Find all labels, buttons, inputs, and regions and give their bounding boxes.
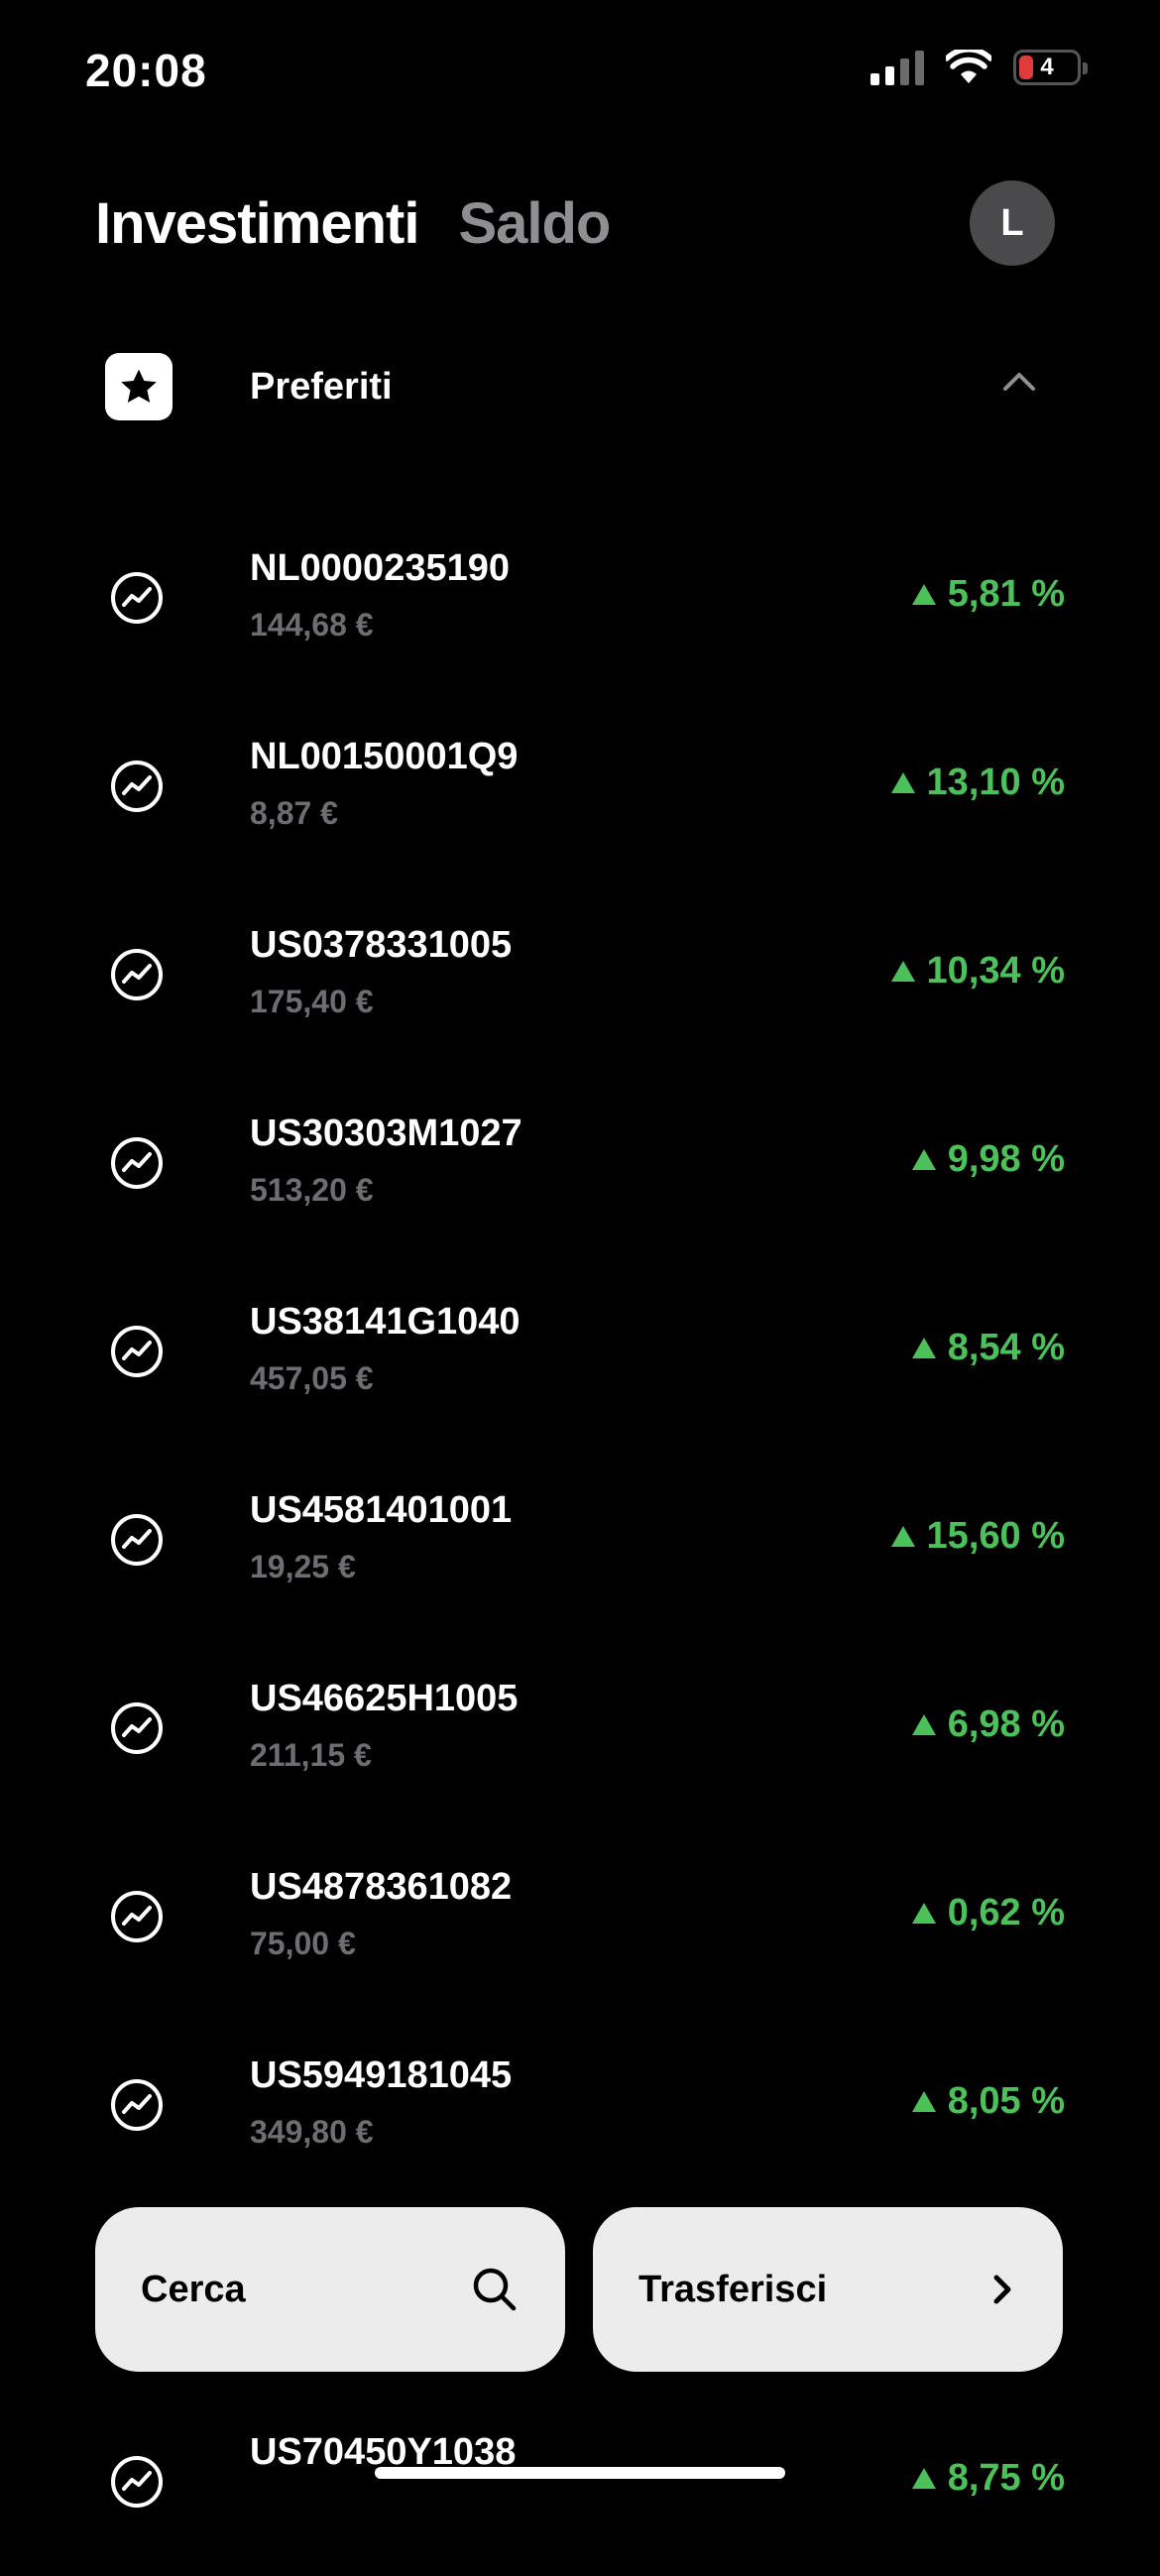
- transfer-button-label: Trasferisci: [638, 2268, 828, 2310]
- trend-circle-icon: [111, 1137, 163, 1189]
- battery-icon: 4: [1013, 50, 1088, 85]
- status-bar: 20:08 4: [0, 0, 1160, 149]
- list-item[interactable]: US4878361082 75,00 € 0,62 %: [0, 1822, 1160, 2011]
- price: 144,68 €: [250, 607, 374, 643]
- favorites-title: Preferiti: [250, 365, 393, 408]
- list-item[interactable]: US46625H1005 211,15 € 6,98 %: [0, 1634, 1160, 1822]
- favorites-section-header[interactable]: Preferiti: [95, 347, 1067, 426]
- price: 457,05 €: [250, 1360, 374, 1396]
- search-button[interactable]: Cerca: [95, 2207, 565, 2372]
- avatar[interactable]: L: [970, 180, 1055, 266]
- change: 8,75 %: [911, 2457, 1065, 2500]
- arrow-up-icon: [911, 2468, 936, 2489]
- change: 8,05 %: [911, 2080, 1065, 2123]
- chevron-right-icon: [993, 2275, 1011, 2304]
- arrow-up-icon: [911, 1903, 936, 1924]
- ticker: NL0000235190: [250, 547, 510, 589]
- list-item[interactable]: US0378331005 175,40 € 10,34 %: [0, 880, 1160, 1069]
- trend-circle-icon: [111, 2456, 163, 2508]
- trend-circle-icon: [111, 1326, 163, 1377]
- star-icon: [105, 353, 173, 420]
- list-item[interactable]: NL0000235190 144,68 € 5,81 %: [0, 504, 1160, 692]
- change: 5,81 %: [911, 573, 1065, 616]
- ticker: US4878361082: [250, 1866, 513, 1908]
- list-item[interactable]: US38141G1040 457,05 € 8,54 %: [0, 1257, 1160, 1446]
- search-button-label: Cerca: [141, 2268, 246, 2310]
- trend-circle-icon: [111, 1702, 163, 1754]
- ticker: NL00150001Q9: [250, 736, 519, 777]
- arrow-up-icon: [890, 1526, 915, 1547]
- arrow-up-icon: [911, 1338, 936, 1358]
- change: 13,10 %: [890, 761, 1065, 804]
- trend-circle-icon: [111, 1514, 163, 1566]
- change: 15,60 %: [890, 1515, 1065, 1558]
- price: 19,25 €: [250, 1549, 356, 1584]
- trend-circle-icon: [111, 761, 163, 812]
- battery-level: 4: [1040, 54, 1054, 80]
- search-icon: [473, 2268, 517, 2311]
- change: 10,34 %: [890, 950, 1065, 993]
- ticker: US46625H1005: [250, 1678, 519, 1719]
- price: 349,80 €: [250, 2114, 374, 2150]
- bottom-actions: Cerca Trasferisci: [95, 2207, 1065, 2372]
- price: 513,20 €: [250, 1172, 374, 1208]
- ticker: US70450Y1038: [250, 2431, 517, 2473]
- change: 0,62 %: [911, 1892, 1065, 1934]
- chevron-up-icon[interactable]: [1001, 369, 1037, 393]
- ticker: US38141G1040: [250, 1301, 521, 1343]
- cellular-signal-icon: [870, 50, 924, 85]
- price: 8,87 €: [250, 795, 338, 831]
- arrow-up-icon: [890, 772, 915, 793]
- status-icons: 4: [870, 50, 1088, 85]
- change: 6,98 %: [911, 1703, 1065, 1746]
- price: 211,15 €: [250, 1737, 372, 1773]
- change: 8,54 %: [911, 1327, 1065, 1369]
- trend-circle-icon: [111, 2079, 163, 2131]
- list-item[interactable]: NL00150001Q9 8,87 € 13,10 %: [0, 692, 1160, 880]
- arrow-up-icon: [911, 1149, 936, 1170]
- list-item[interactable]: US30303M1027 513,20 € 9,98 %: [0, 1069, 1160, 1257]
- arrow-up-icon: [911, 2091, 936, 2112]
- price: 175,40 €: [250, 984, 374, 1019]
- list-item[interactable]: US5949181045 349,80 € 8,05 %: [0, 2011, 1160, 2199]
- tab-balance[interactable]: Saldo: [458, 190, 611, 256]
- wifi-icon: [946, 50, 991, 83]
- list-item[interactable]: US4581401001 19,25 € 15,60 %: [0, 1446, 1160, 1634]
- transfer-button[interactable]: Trasferisci: [593, 2207, 1063, 2372]
- ticker: US30303M1027: [250, 1112, 522, 1154]
- clock: 20:08: [85, 45, 207, 96]
- trend-circle-icon: [111, 1891, 163, 1942]
- header: Investimenti Saldo L: [95, 178, 1067, 268]
- home-indicator[interactable]: [375, 2467, 785, 2479]
- ticker: US5949181045: [250, 2054, 513, 2096]
- tab-investments[interactable]: Investimenti: [95, 190, 419, 256]
- ticker: US0378331005: [250, 924, 513, 966]
- arrow-up-icon: [911, 584, 936, 605]
- trend-circle-icon: [111, 949, 163, 1000]
- price: 75,00 €: [250, 1926, 356, 1961]
- list-item[interactable]: US70450Y1038 8,75 %: [0, 2388, 1160, 2576]
- arrow-up-icon: [890, 961, 915, 982]
- ticker: US4581401001: [250, 1489, 513, 1531]
- change: 9,98 %: [911, 1138, 1065, 1181]
- trend-circle-icon: [111, 572, 163, 624]
- arrow-up-icon: [911, 1714, 936, 1735]
